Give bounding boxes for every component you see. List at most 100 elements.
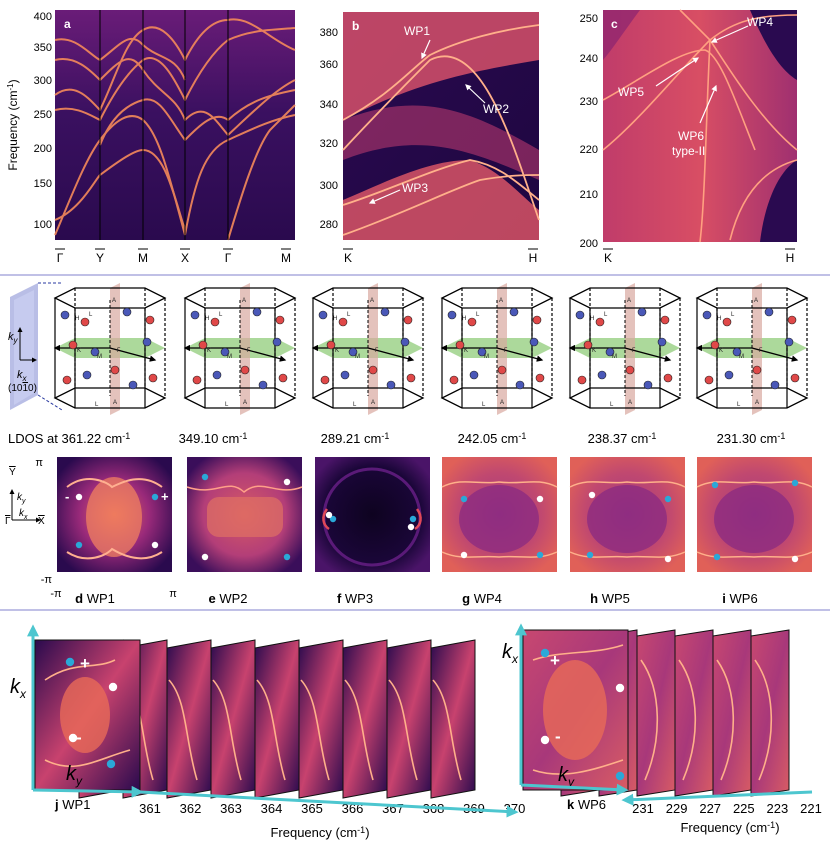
weyl-point-sphere <box>469 370 479 380</box>
weyl-point-sphere <box>192 375 202 385</box>
ldos-mpi-y: -π <box>41 574 53 586</box>
bz-arrow <box>109 347 157 362</box>
panel-b-yticks: 380 360 340 320 300 280 <box>320 27 338 231</box>
panel-j-slice <box>298 639 344 799</box>
bz-point-label: H <box>590 316 594 322</box>
ldos-tile <box>186 457 303 572</box>
panel-b-letter: b <box>352 19 359 33</box>
ldos-caption: f WP3 <box>337 591 373 606</box>
weyl-point-sphere <box>148 373 158 383</box>
ldos-pi-y: π <box>35 457 43 469</box>
panel-j-slice-map <box>166 639 212 799</box>
weyl-projection-dot <box>615 771 625 781</box>
weyl-point-sphere <box>787 315 797 325</box>
weyl-point-sphere <box>732 347 742 357</box>
ldos-bulk-lobe <box>60 677 110 753</box>
bz-point-label: A <box>112 298 116 304</box>
bz-point-label: L <box>89 312 93 318</box>
panel-k-freq-arrow <box>621 790 813 806</box>
bz-point-label: Γ <box>375 348 379 354</box>
panel-j-kx: kx <box>10 676 27 701</box>
panel-k <box>522 629 790 797</box>
bz-point-label: L <box>737 402 741 408</box>
panel-k-slice <box>750 629 790 797</box>
wp2-label: WP2 <box>483 102 509 116</box>
ldos-tile <box>696 457 813 572</box>
panel-j-slice <box>210 639 256 799</box>
panel-j-slice <box>166 639 212 799</box>
panel-a-xtick: Γ <box>225 251 232 265</box>
bz-point-label: A <box>500 400 504 406</box>
panel-k-slice <box>522 629 629 791</box>
panel-a-ytick: 150 <box>34 178 52 190</box>
panel-j-freq-arrow <box>139 790 519 818</box>
ldos-heading-4: 242.05 cm-1 <box>458 431 527 446</box>
weyl-projection-dot <box>329 515 337 523</box>
bz-point-label: Γ <box>759 348 763 354</box>
weyl-point-sphere <box>340 370 350 380</box>
panel-c-letter: c <box>611 17 618 31</box>
weyl-projection-dot <box>713 553 721 561</box>
weyl-point-sphere <box>663 373 673 383</box>
weyl-projection-dot <box>409 515 417 523</box>
weyl-projection-dot <box>711 481 719 489</box>
panel-k-slice-map <box>636 629 676 797</box>
panel-j-slice <box>342 639 388 799</box>
weyl-point-sphere <box>368 365 378 375</box>
weyl-point-sphere <box>643 380 653 390</box>
bz-point-label: H <box>462 316 466 322</box>
weyl-point-sphere <box>338 317 348 327</box>
panel-k-plus: + <box>550 651 560 670</box>
bz-point-label: L <box>610 402 614 408</box>
ldos-tile: - + <box>57 457 172 572</box>
bz-point-label: K <box>77 348 81 354</box>
weyl-point-sphere <box>90 347 100 357</box>
panel-k-tick: 225 <box>733 801 755 816</box>
panel-a-ytick: 250 <box>34 109 52 121</box>
weyl-point-sphere <box>449 375 459 385</box>
kx-label: kx <box>17 369 28 383</box>
weyl-point-sphere <box>535 373 545 383</box>
bz-point-label: K <box>464 348 468 354</box>
bz-surface-slab: ky kx (1010) <box>8 282 63 411</box>
panel-j-slice-map <box>210 639 256 799</box>
fermi-arc <box>754 659 773 781</box>
ldos-pi-x: π <box>169 588 177 600</box>
ldos-heading-1: LDOS at 361.22 cm-1 <box>8 431 130 446</box>
panel-k-slice-map <box>750 629 790 797</box>
weyl-point-sphere <box>220 347 230 357</box>
panel-j-tick: 365 <box>301 801 323 816</box>
panel-c-ytick: 250 <box>580 13 598 25</box>
panel-k-tick: 227 <box>699 801 721 816</box>
weyl-point-sphere <box>212 370 222 380</box>
panel-j-tick: 363 <box>220 801 242 816</box>
bz-point-label: H <box>333 316 337 322</box>
weyl-point-sphere <box>142 337 152 347</box>
weyl-point-sphere <box>272 337 282 347</box>
panel-a-ytick: 400 <box>34 11 52 23</box>
panel-k-slice <box>636 629 676 797</box>
weyl-projection-dot <box>615 683 625 693</box>
weyl-projection-dot <box>201 473 209 481</box>
fermi-arc <box>256 679 286 781</box>
bz-point-label: L <box>353 402 357 408</box>
panel-b-ytick: 340 <box>320 99 338 111</box>
panel-j-slice-map <box>254 639 300 799</box>
bz-arrow <box>239 347 287 362</box>
panel-j-ky: ky <box>66 763 83 788</box>
inset-kx: kx <box>19 508 28 521</box>
bz-arrow <box>751 347 799 362</box>
weyl-point-sphere <box>597 370 607 380</box>
weyl-projection-dot <box>283 478 291 486</box>
weyl-projection-dot <box>65 657 75 667</box>
bz-arrow <box>367 347 415 362</box>
panel-b-bands <box>342 24 540 236</box>
panel-k-slice <box>712 629 752 797</box>
panel-c-xtick-k: K <box>604 251 612 265</box>
bz-prism: A H L K M Γ A L <box>311 283 425 415</box>
panel-a-letter: a <box>64 17 71 31</box>
ldos-bulk-lobe <box>86 477 142 557</box>
bz-point-label: Γ <box>504 348 508 354</box>
weyl-point-sphere <box>710 340 720 350</box>
fermi-arc <box>44 659 131 768</box>
